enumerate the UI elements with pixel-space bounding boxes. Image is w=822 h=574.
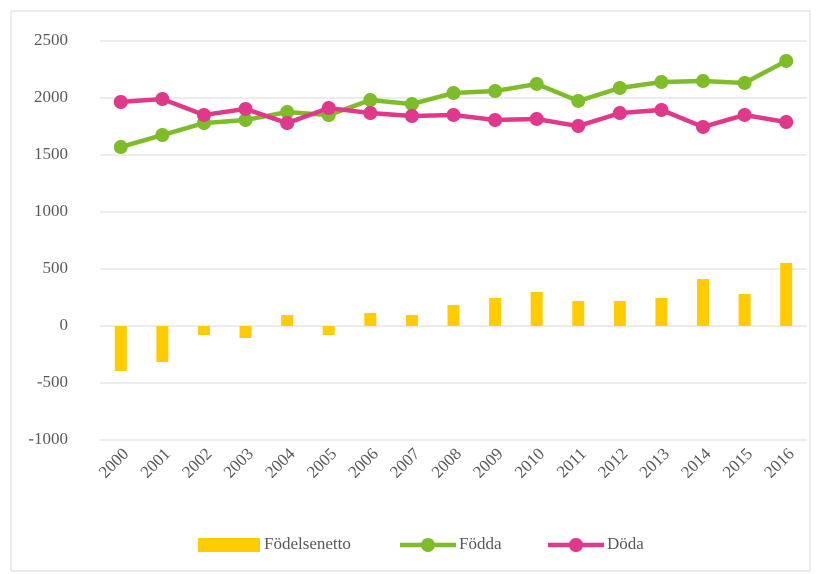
bar <box>114 326 127 372</box>
marker <box>779 115 794 130</box>
y-tick-label: 1000 <box>34 201 68 220</box>
bar <box>780 262 793 326</box>
legend-marker <box>569 538 583 552</box>
marker <box>363 106 378 121</box>
x-tick-label: 2003 <box>220 444 257 481</box>
marker <box>321 101 336 116</box>
bar <box>322 326 335 336</box>
marker <box>696 74 711 89</box>
marker <box>196 107 211 122</box>
y-tick-label: 0 <box>60 315 69 334</box>
marker <box>404 97 419 112</box>
marker <box>404 109 419 124</box>
legend-label: Födda <box>459 534 502 553</box>
x-tick-label: 2014 <box>677 444 715 482</box>
marker <box>612 80 627 95</box>
x-tick-label: 2008 <box>428 444 465 481</box>
x-tick-label: 2012 <box>594 444 631 481</box>
marker <box>113 140 128 155</box>
bar <box>156 326 169 363</box>
bar <box>239 326 252 338</box>
bar <box>489 297 502 326</box>
bar <box>197 326 210 336</box>
y-tick-label: 1500 <box>34 144 68 163</box>
marker <box>446 85 461 100</box>
bar <box>447 305 460 326</box>
legend-marker <box>421 538 435 552</box>
x-tick-label: 2000 <box>95 444 132 481</box>
x-tick-label: 2001 <box>136 444 173 481</box>
y-tick-label: -500 <box>37 372 68 391</box>
marker <box>155 92 170 107</box>
legend-label: Födelsenetto <box>264 534 351 553</box>
marker <box>529 76 544 91</box>
bar <box>281 315 294 326</box>
bar <box>572 301 585 326</box>
marker <box>737 107 752 122</box>
marker <box>238 101 253 116</box>
x-tick-label: 2016 <box>760 444 797 481</box>
bar <box>655 297 668 326</box>
y-tick-label: 2500 <box>34 30 68 49</box>
line <box>120 58 788 150</box>
marker <box>446 107 461 122</box>
marker <box>779 53 794 68</box>
y-tick-label: 500 <box>43 258 69 277</box>
bar <box>364 313 377 326</box>
marker <box>612 106 627 121</box>
marker <box>571 93 586 108</box>
bar <box>738 293 751 326</box>
x-tick-label: 2006 <box>344 444 381 481</box>
marker <box>155 128 170 143</box>
marker <box>737 75 752 90</box>
x-tick-label: 2013 <box>636 444 673 481</box>
y-tick-label: -1000 <box>28 429 68 448</box>
bar <box>697 279 710 326</box>
x-tick-label: 2005 <box>303 444 340 481</box>
bar <box>530 292 543 326</box>
bar <box>613 301 626 326</box>
x-tick-label: 2002 <box>178 444 215 481</box>
marker <box>488 113 503 128</box>
x-tick-label: 2007 <box>386 444 424 482</box>
chart-border <box>10 10 811 572</box>
marker <box>488 84 503 99</box>
bar <box>405 315 418 326</box>
x-tick-label: 2009 <box>469 444 506 481</box>
marker <box>280 105 295 120</box>
marker <box>363 93 378 108</box>
x-tick-label: 2004 <box>261 444 299 482</box>
marker <box>280 116 295 131</box>
x-tick-label: 2011 <box>553 444 590 481</box>
legend-label: Döda <box>607 534 644 553</box>
marker <box>654 75 669 90</box>
marker <box>571 119 586 134</box>
y-tick-label: 2000 <box>34 87 68 106</box>
marker <box>696 119 711 134</box>
marker <box>654 102 669 117</box>
legend-swatch <box>198 538 260 552</box>
marker <box>529 111 544 126</box>
x-tick-label: 2010 <box>511 444 548 481</box>
marker <box>113 94 128 109</box>
marker <box>238 113 253 128</box>
x-tick-label: 2015 <box>719 444 756 481</box>
